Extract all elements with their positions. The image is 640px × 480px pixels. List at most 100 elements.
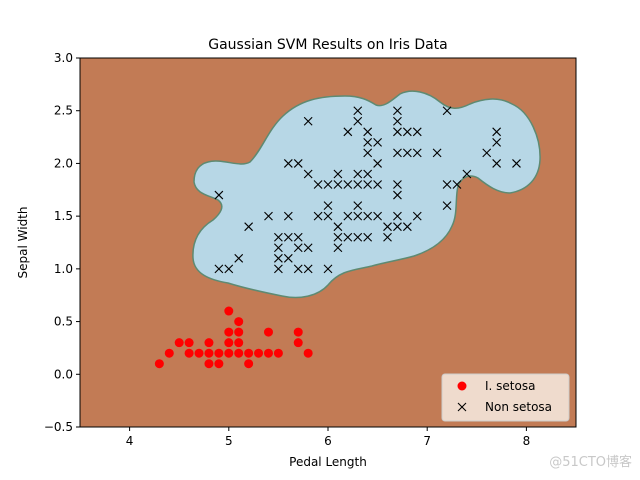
non-setosa-point bbox=[323, 211, 333, 221]
non-setosa-point bbox=[363, 127, 373, 137]
setosa-point bbox=[184, 338, 194, 348]
y-tick-label: 2.0 bbox=[54, 156, 73, 170]
non-setosa-point bbox=[452, 180, 462, 189]
non-setosa-point bbox=[353, 169, 363, 179]
non-setosa-point bbox=[283, 232, 293, 242]
x-tick-label: 7 bbox=[423, 434, 431, 448]
setosa-point bbox=[244, 348, 254, 358]
legend: I. setosa Non setosa bbox=[441, 373, 570, 422]
non-setosa-point bbox=[363, 211, 373, 221]
non-setosa-point bbox=[283, 211, 293, 221]
legend-box bbox=[441, 373, 570, 422]
non-setosa-point bbox=[393, 180, 402, 189]
non-setosa-point bbox=[442, 106, 452, 116]
non-setosa-point bbox=[283, 159, 293, 168]
legend-marker-non-setosa bbox=[457, 402, 467, 412]
non-setosa-point bbox=[343, 232, 353, 242]
non-setosa-point bbox=[214, 190, 224, 200]
non-setosa-point bbox=[402, 148, 412, 158]
non-setosa-point bbox=[323, 201, 333, 210]
non-setosa-point bbox=[333, 222, 343, 232]
legend-label-setosa: I. setosa bbox=[485, 379, 535, 393]
non-setosa-point bbox=[234, 253, 244, 263]
non-setosa-point bbox=[492, 159, 502, 168]
non-setosa-point bbox=[373, 180, 382, 189]
x-tick-label: 4 bbox=[126, 434, 134, 448]
non-setosa-point bbox=[402, 127, 412, 137]
setosa-point bbox=[224, 327, 234, 337]
non-setosa-point bbox=[462, 169, 472, 179]
non-setosa-point bbox=[363, 169, 373, 179]
setosa-point bbox=[234, 327, 244, 337]
y-tick-label: 0.0 bbox=[54, 367, 73, 381]
y-tick-label: 1.5 bbox=[54, 209, 73, 223]
x-axis-label: Pedal Length bbox=[289, 455, 367, 469]
non-setosa-point bbox=[303, 243, 313, 253]
non-setosa-point bbox=[224, 264, 234, 274]
non-setosa-point bbox=[303, 264, 313, 274]
non-setosa-point bbox=[373, 159, 382, 168]
x-tick-label: 5 bbox=[225, 434, 233, 448]
non-setosa-point bbox=[274, 243, 283, 253]
non-setosa-point bbox=[274, 264, 283, 274]
non-setosa-point bbox=[333, 169, 343, 179]
non-setosa-point bbox=[313, 211, 323, 221]
non-setosa-point bbox=[393, 127, 402, 137]
non-setosa-point bbox=[363, 232, 373, 242]
setosa-point bbox=[234, 317, 244, 327]
non-setosa-point bbox=[363, 137, 373, 147]
setosa-point bbox=[214, 348, 224, 358]
non-setosa-point bbox=[353, 180, 363, 189]
setosa-point bbox=[154, 359, 164, 369]
setosa-point bbox=[263, 327, 273, 337]
non-setosa-point bbox=[353, 211, 363, 221]
x-tick-label: 8 bbox=[523, 434, 531, 448]
non-setosa-point bbox=[343, 127, 353, 137]
non-setosa-point bbox=[363, 148, 373, 158]
non-setosa-point bbox=[402, 222, 412, 232]
y-tick-label: 0.5 bbox=[54, 315, 73, 329]
y-tick-label: −0.5 bbox=[44, 420, 73, 434]
setosa-point bbox=[234, 338, 244, 348]
setosa-point bbox=[273, 348, 283, 358]
setosa-point bbox=[204, 338, 214, 348]
non-setosa-point bbox=[393, 222, 402, 232]
setosa-point bbox=[303, 348, 313, 358]
non-setosa-point bbox=[293, 264, 303, 274]
non-setosa-point bbox=[353, 106, 363, 116]
non-setosa-point bbox=[442, 201, 452, 210]
non-setosa-point bbox=[303, 169, 313, 179]
y-tick-label: 3.0 bbox=[54, 51, 73, 65]
non-setosa-point bbox=[353, 201, 363, 210]
legend-label-non-setosa: Non setosa bbox=[485, 400, 552, 414]
setosa-point bbox=[174, 338, 184, 348]
setosa-point bbox=[263, 348, 273, 358]
setosa-point bbox=[234, 348, 244, 358]
x-tick-label: 6 bbox=[324, 434, 332, 448]
non-setosa-point bbox=[293, 232, 303, 242]
setosa-point bbox=[214, 359, 224, 369]
non-setosa-point bbox=[293, 243, 303, 253]
non-setosa-point bbox=[244, 222, 254, 232]
non-setosa-point bbox=[393, 148, 402, 158]
non-setosa-point bbox=[373, 211, 382, 221]
setosa-point bbox=[164, 348, 174, 358]
setosa-point bbox=[254, 348, 264, 358]
watermark-text: @51CTO博客 bbox=[549, 454, 632, 470]
non-setosa-point bbox=[323, 180, 333, 189]
non-setosa-point bbox=[492, 127, 502, 137]
non-setosa-point bbox=[274, 253, 283, 263]
setosa-point bbox=[224, 306, 234, 316]
non-setosa-point bbox=[264, 211, 273, 221]
non-setosa-point bbox=[323, 264, 333, 274]
setosa-point bbox=[194, 348, 204, 358]
non-setosa-point bbox=[442, 180, 452, 189]
chart-title: Gaussian SVM Results on Iris Data bbox=[208, 37, 448, 53]
legend-marker-setosa bbox=[457, 381, 467, 391]
non-setosa-point bbox=[482, 148, 492, 158]
non-setosa-point bbox=[343, 211, 353, 221]
non-setosa-point bbox=[283, 253, 293, 263]
non-setosa-point bbox=[293, 159, 303, 168]
setosa-point bbox=[293, 338, 303, 348]
